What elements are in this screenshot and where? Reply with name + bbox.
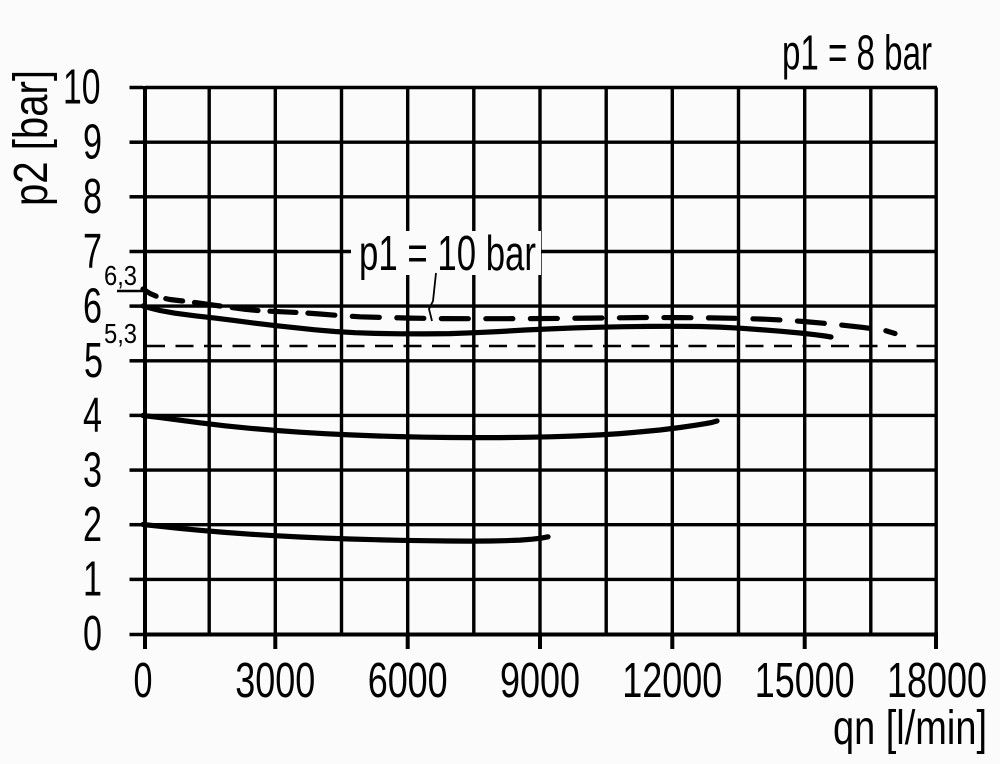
svg-text:3000: 3000	[235, 654, 315, 708]
svg-text:p1 = 8 bar: p1 = 8 bar	[782, 27, 932, 81]
svg-text:3: 3	[83, 443, 102, 497]
svg-text:6000: 6000	[368, 654, 448, 708]
svg-text:10: 10	[63, 61, 101, 115]
svg-text:12000: 12000	[622, 654, 722, 708]
svg-text:5,3: 5,3	[104, 318, 137, 349]
svg-text:8: 8	[83, 170, 102, 224]
svg-text:9: 9	[83, 115, 102, 169]
svg-text:p1 = 10 bar: p1 = 10 bar	[359, 227, 536, 281]
svg-text:4: 4	[83, 389, 102, 443]
svg-text:15000: 15000	[755, 654, 855, 708]
svg-text:9000: 9000	[500, 654, 580, 708]
svg-text:p2 [bar]: p2 [bar]	[5, 70, 58, 206]
svg-text:6: 6	[83, 279, 102, 333]
svg-text:6,3: 6,3	[104, 260, 137, 291]
svg-text:7: 7	[83, 225, 102, 279]
svg-text:2: 2	[83, 498, 102, 552]
svg-text:18000: 18000	[887, 654, 987, 708]
svg-text:5: 5	[84, 334, 103, 388]
svg-text:qn [l/min]: qn [l/min]	[833, 702, 987, 755]
svg-text:0: 0	[83, 607, 102, 661]
svg-text:0: 0	[134, 654, 153, 708]
svg-text:1: 1	[83, 553, 102, 607]
